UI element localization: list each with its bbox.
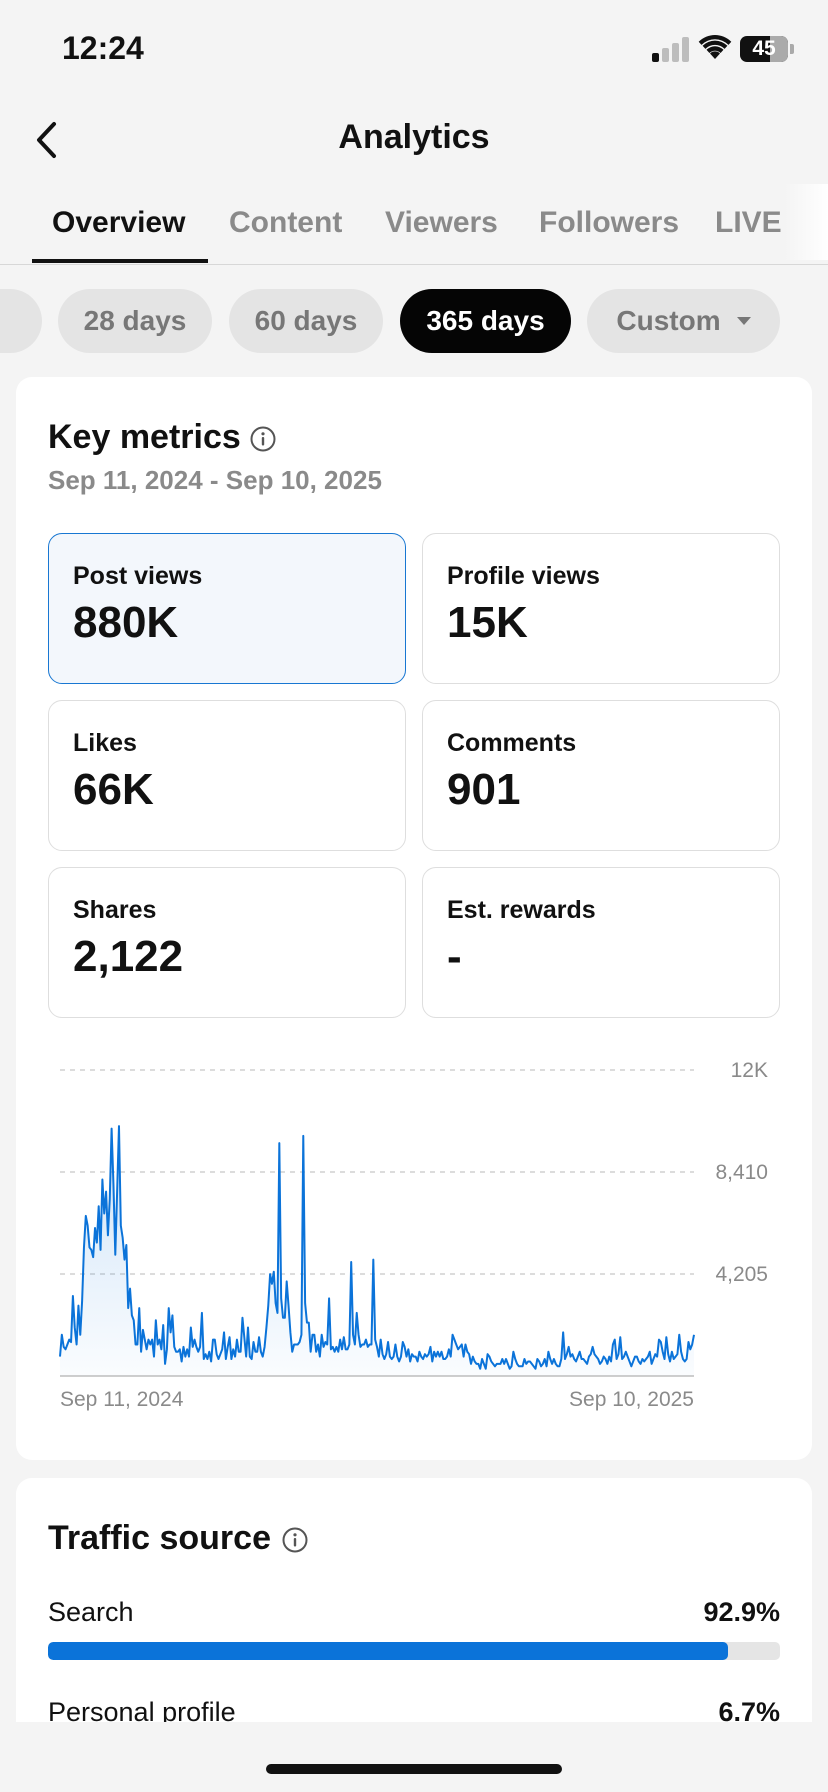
y-tick-label: 12K — [731, 1059, 768, 1082]
info-icon[interactable] — [250, 426, 276, 452]
status-time: 12:24 — [62, 30, 144, 66]
metric-tile-post-views[interactable]: Post views 880K — [48, 533, 406, 684]
battery-level: 45 — [752, 37, 776, 60]
cellular-signal-icon — [652, 36, 692, 62]
metric-label: Est. rewards — [447, 896, 596, 924]
active-tab-indicator — [32, 259, 208, 263]
status-bar: 12:24 45 — [0, 0, 828, 100]
chevron-left-icon — [37, 122, 56, 158]
metric-tile-shares[interactable]: Shares 2,122 — [48, 867, 406, 1018]
traffic-source-card — [16, 1478, 812, 1768]
x-tick-label: Sep 11, 2024 — [60, 1388, 184, 1411]
info-icon[interactable] — [282, 1527, 308, 1553]
battery-icon: 45 — [740, 36, 788, 62]
range-chip-60-days[interactable]: 60 days — [229, 289, 383, 353]
range-chip-365-days[interactable]: 365 days — [400, 289, 571, 353]
metric-tile-est-rewards[interactable]: Est. rewards - — [422, 867, 780, 1018]
page-title: Analytics — [338, 118, 490, 156]
metric-tile-profile-views[interactable]: Profile views 15K — [422, 533, 780, 684]
series-area — [60, 1126, 694, 1376]
tab-viewers[interactable]: Viewers — [385, 206, 498, 239]
post-views-chart: 4,205 8,410 12K Sep 11, 2024 Sep 10, 2025 — [59, 1059, 768, 1411]
wifi-icon — [698, 35, 732, 59]
traffic-bar-track — [48, 1642, 780, 1660]
y-tick-label: 4,205 — [715, 1263, 768, 1286]
metric-value: 880K — [73, 598, 179, 647]
metric-value: 2,122 — [73, 932, 184, 981]
key-metrics-title: Key metrics — [48, 418, 241, 456]
series-line — [59, 1125, 695, 1370]
back-button[interactable] — [22, 114, 70, 166]
metric-label: Comments — [447, 729, 577, 757]
metric-value: 66K — [73, 765, 154, 814]
traffic-source-label-search: Search — [48, 1597, 134, 1627]
metric-label: Profile views — [447, 562, 600, 590]
metric-value: - — [447, 932, 462, 981]
metric-label: Shares — [73, 896, 157, 924]
range-chip-7-days[interactable] — [0, 289, 42, 353]
tab-overview[interactable]: Overview — [52, 206, 186, 239]
home-indicator[interactable] — [266, 1764, 562, 1774]
tab-live[interactable]: LIVE — [715, 206, 782, 239]
date-range-label: Sep 11, 2024 - Sep 10, 2025 — [48, 465, 382, 495]
custom-chip-label: Custom — [616, 305, 721, 336]
traffic-source-title: Traffic source — [48, 1519, 271, 1557]
tab-bar: Overview Content Viewers Followers LIVE — [0, 184, 828, 265]
metric-label: Likes — [73, 729, 137, 757]
metric-value: 901 — [447, 765, 521, 814]
y-tick-label: 8,410 — [715, 1161, 768, 1184]
traffic-source-value-search: 92.9% — [703, 1597, 780, 1627]
metric-tile-likes[interactable]: Likes 66K — [48, 700, 406, 851]
range-chip-custom[interactable]: Custom — [587, 289, 780, 353]
dropdown-caret-icon — [736, 317, 751, 325]
battery-tip — [790, 44, 794, 54]
range-chip-28-days[interactable]: 28 days — [58, 289, 212, 353]
tab-followers[interactable]: Followers — [539, 206, 680, 239]
tab-scroll-fade — [784, 184, 828, 260]
metric-value: 15K — [447, 598, 528, 647]
tab-content[interactable]: Content — [229, 206, 343, 239]
metric-tile-comments[interactable]: Comments 901 — [422, 700, 780, 851]
traffic-bar-fill-search — [48, 1642, 729, 1660]
x-tick-label: Sep 10, 2025 — [569, 1388, 694, 1411]
bottom-safe-area — [0, 1722, 828, 1792]
metric-label: Post views — [73, 562, 203, 590]
